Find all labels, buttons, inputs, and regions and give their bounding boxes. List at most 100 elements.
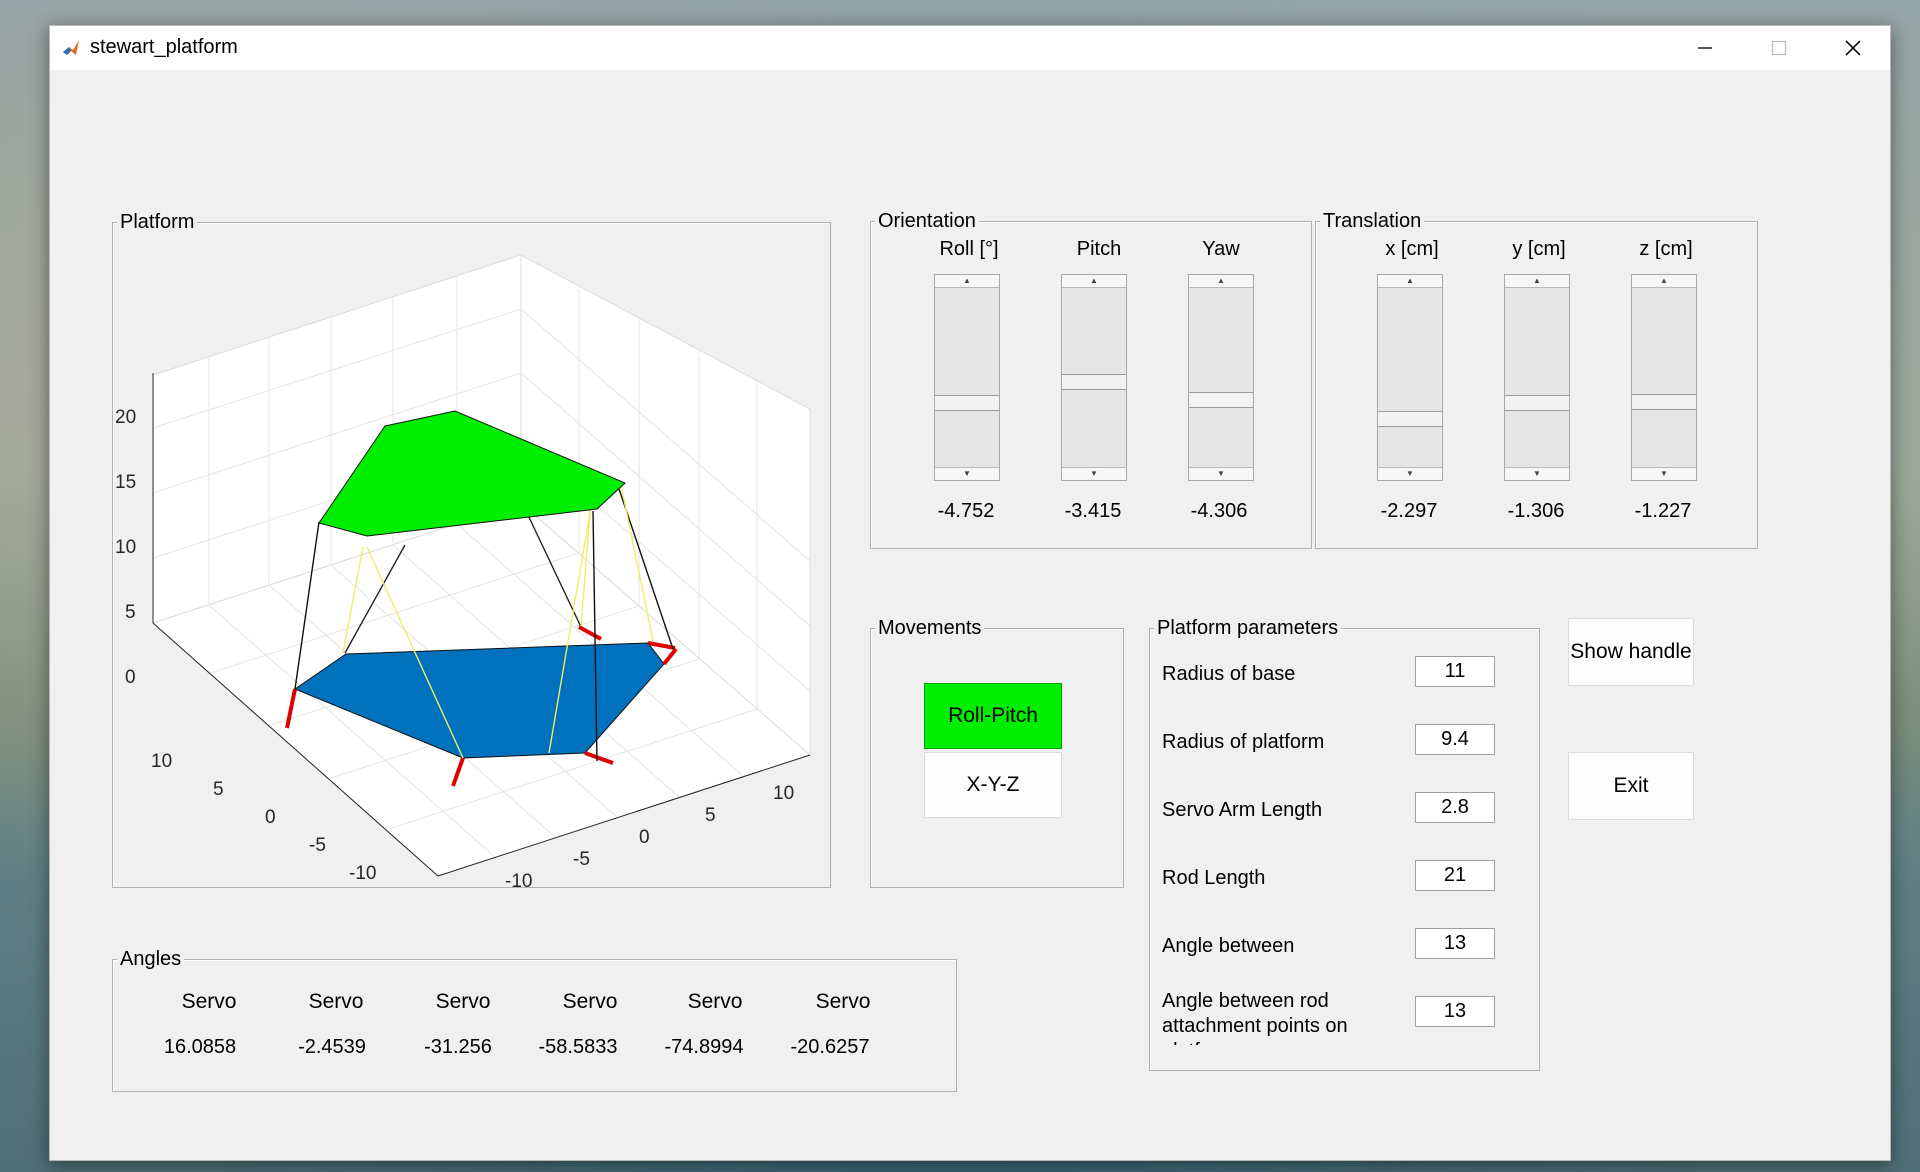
servo-3-value: -31.256 xyxy=(424,1036,492,1058)
z-tick: 20 xyxy=(115,407,136,428)
movements-panel: Movements Roll-Pitch X-Y-Z xyxy=(870,616,1124,888)
xyz-button[interactable]: X-Y-Z xyxy=(924,752,1062,818)
servo-arm-length-label: Servo Arm Length xyxy=(1162,799,1323,821)
slider-up-arrow-icon[interactable]: ▲ xyxy=(1505,275,1569,288)
servo-4-header: Servo xyxy=(562,990,618,1013)
x-value: -2.297 xyxy=(1380,500,1438,522)
servo-1-value: 16.0858 xyxy=(163,1036,237,1058)
z-label: z [cm] xyxy=(1639,238,1693,260)
x-tick: -5 xyxy=(573,849,590,870)
servo-4-value: -58.5833 xyxy=(538,1036,618,1058)
x-tick: -10 xyxy=(505,871,532,887)
y-tick: 10 xyxy=(151,751,172,772)
x-slider[interactable]: ▲ ▼ xyxy=(1377,274,1443,481)
z-slider[interactable]: ▲ ▼ xyxy=(1631,274,1697,481)
top-platform xyxy=(318,410,626,537)
slider-up-arrow-icon[interactable]: ▲ xyxy=(1632,275,1696,288)
x-label: x [cm] xyxy=(1385,238,1439,260)
z-tick: 5 xyxy=(125,602,136,623)
z-value: -1.227 xyxy=(1634,500,1692,522)
show-handle-button[interactable]: Show handle xyxy=(1568,618,1694,686)
slider-thumb[interactable] xyxy=(1062,374,1126,390)
radius-of-base-input[interactable]: 11 xyxy=(1415,656,1495,687)
yaw-value: -4.306 xyxy=(1190,500,1248,522)
pitch-slider[interactable]: ▲ ▼ xyxy=(1061,274,1127,481)
pitch-value: -3.415 xyxy=(1064,500,1122,522)
matlab-logo-icon xyxy=(61,38,81,58)
roll-slider[interactable]: ▲ ▼ xyxy=(934,274,1000,481)
translation-panel-title: Translation xyxy=(1320,209,1425,233)
platform-parameters-panel-title: Platform parameters xyxy=(1154,616,1342,640)
y-axis-line xyxy=(152,622,439,877)
servo-3-header: Servo xyxy=(435,990,491,1013)
y-tick: 0 xyxy=(265,807,276,828)
slider-thumb[interactable] xyxy=(1632,394,1696,410)
slider-down-arrow-icon[interactable]: ▼ xyxy=(935,467,999,480)
rod-length-input[interactable]: 21 xyxy=(1415,860,1495,891)
slider-up-arrow-icon[interactable]: ▲ xyxy=(1189,275,1253,288)
slider-down-arrow-icon[interactable]: ▼ xyxy=(1189,467,1253,480)
roll-pitch-button[interactable]: Roll-Pitch xyxy=(924,683,1062,749)
y-label: y [cm] xyxy=(1512,238,1566,260)
y-slider[interactable]: ▲ ▼ xyxy=(1504,274,1570,481)
angle-between-input[interactable]: 13 xyxy=(1415,928,1495,959)
orientation-panel: Orientation Roll [°] Pitch Yaw ▲ ▼ ▲ ▼ ▲… xyxy=(870,209,1312,549)
slider-thumb[interactable] xyxy=(1505,395,1569,411)
angle-between-label: Angle between xyxy=(1162,935,1295,957)
y-tick: 5 xyxy=(213,779,224,800)
roll-value: -4.752 xyxy=(937,500,995,522)
x-tick: 5 xyxy=(705,805,716,826)
slider-thumb[interactable] xyxy=(1378,411,1442,427)
platform-panel: Platform xyxy=(112,210,831,888)
yaw-slider[interactable]: ▲ ▼ xyxy=(1188,274,1254,481)
servo-1-header: Servo xyxy=(181,990,237,1013)
figure-content: Platform xyxy=(50,70,1890,1160)
slider-up-arrow-icon[interactable]: ▲ xyxy=(935,275,999,288)
slider-thumb[interactable] xyxy=(935,395,999,411)
z-tick: 0 xyxy=(125,667,136,688)
servo-arms xyxy=(285,625,678,787)
servo-5-header: Servo xyxy=(687,990,743,1013)
z-tick: 15 xyxy=(115,472,136,493)
slider-down-arrow-icon[interactable]: ▼ xyxy=(1378,467,1442,480)
servo-6-value: -20.6257 xyxy=(790,1036,870,1058)
servo-2-header: Servo xyxy=(308,990,364,1013)
slider-down-arrow-icon[interactable]: ▼ xyxy=(1062,467,1126,480)
close-button[interactable] xyxy=(1816,26,1890,70)
rods-back xyxy=(342,500,592,654)
slider-down-arrow-icon[interactable]: ▼ xyxy=(1505,467,1569,480)
slider-down-arrow-icon[interactable]: ▼ xyxy=(1632,467,1696,480)
slider-thumb[interactable] xyxy=(1189,392,1253,408)
radius-of-platform-input[interactable]: 9.4 xyxy=(1415,724,1495,755)
radius-of-platform-label: Radius of platform xyxy=(1162,731,1325,753)
x-axis-line xyxy=(437,754,811,877)
platform-panel-title: Platform xyxy=(117,210,198,234)
angle-between-rod-attachment-label: Angle between rod attachment points on p… xyxy=(1162,990,1348,1045)
translation-panel: Translation x [cm] y [cm] z [cm] ▲ ▼ ▲ ▼… xyxy=(1315,209,1758,549)
platform-3d-axes[interactable]: 20 15 10 5 0 10 5 0 -5 -10 10 5 0 -5 -10 xyxy=(113,223,830,887)
angles-panel-title: Angles xyxy=(117,947,185,971)
servo-6-header: Servo xyxy=(815,990,871,1013)
x-tick: 10 xyxy=(773,783,794,804)
z-tick: 10 xyxy=(115,537,136,558)
servo-5-value: -74.8994 xyxy=(664,1036,744,1058)
slider-up-arrow-icon[interactable]: ▲ xyxy=(1378,275,1442,288)
angles-panel: Angles Servo Servo Servo Servo Servo Ser… xyxy=(112,947,957,1092)
yaw-label: Yaw xyxy=(1202,238,1240,260)
servo-2-value: -2.4539 xyxy=(298,1036,366,1058)
y-tick: -5 xyxy=(309,835,326,856)
servo-arm-length-input[interactable]: 2.8 xyxy=(1415,792,1495,823)
orientation-panel-title: Orientation xyxy=(875,209,979,233)
rods-front xyxy=(294,482,674,762)
x-tick: 0 xyxy=(639,827,650,848)
slider-up-arrow-icon[interactable]: ▲ xyxy=(1062,275,1126,288)
app-window: stewart_platform Platform xyxy=(49,25,1891,1161)
exit-button[interactable]: Exit xyxy=(1568,752,1694,820)
angle-between-rod-attachment-input[interactable]: 13 xyxy=(1415,996,1495,1027)
maximize-button[interactable] xyxy=(1742,26,1816,70)
minimize-icon xyxy=(1698,47,1712,49)
minimize-button[interactable] xyxy=(1668,26,1742,70)
close-icon xyxy=(1845,40,1861,56)
window-title: stewart_platform xyxy=(90,36,238,58)
title-bar[interactable]: stewart_platform xyxy=(50,26,1890,70)
